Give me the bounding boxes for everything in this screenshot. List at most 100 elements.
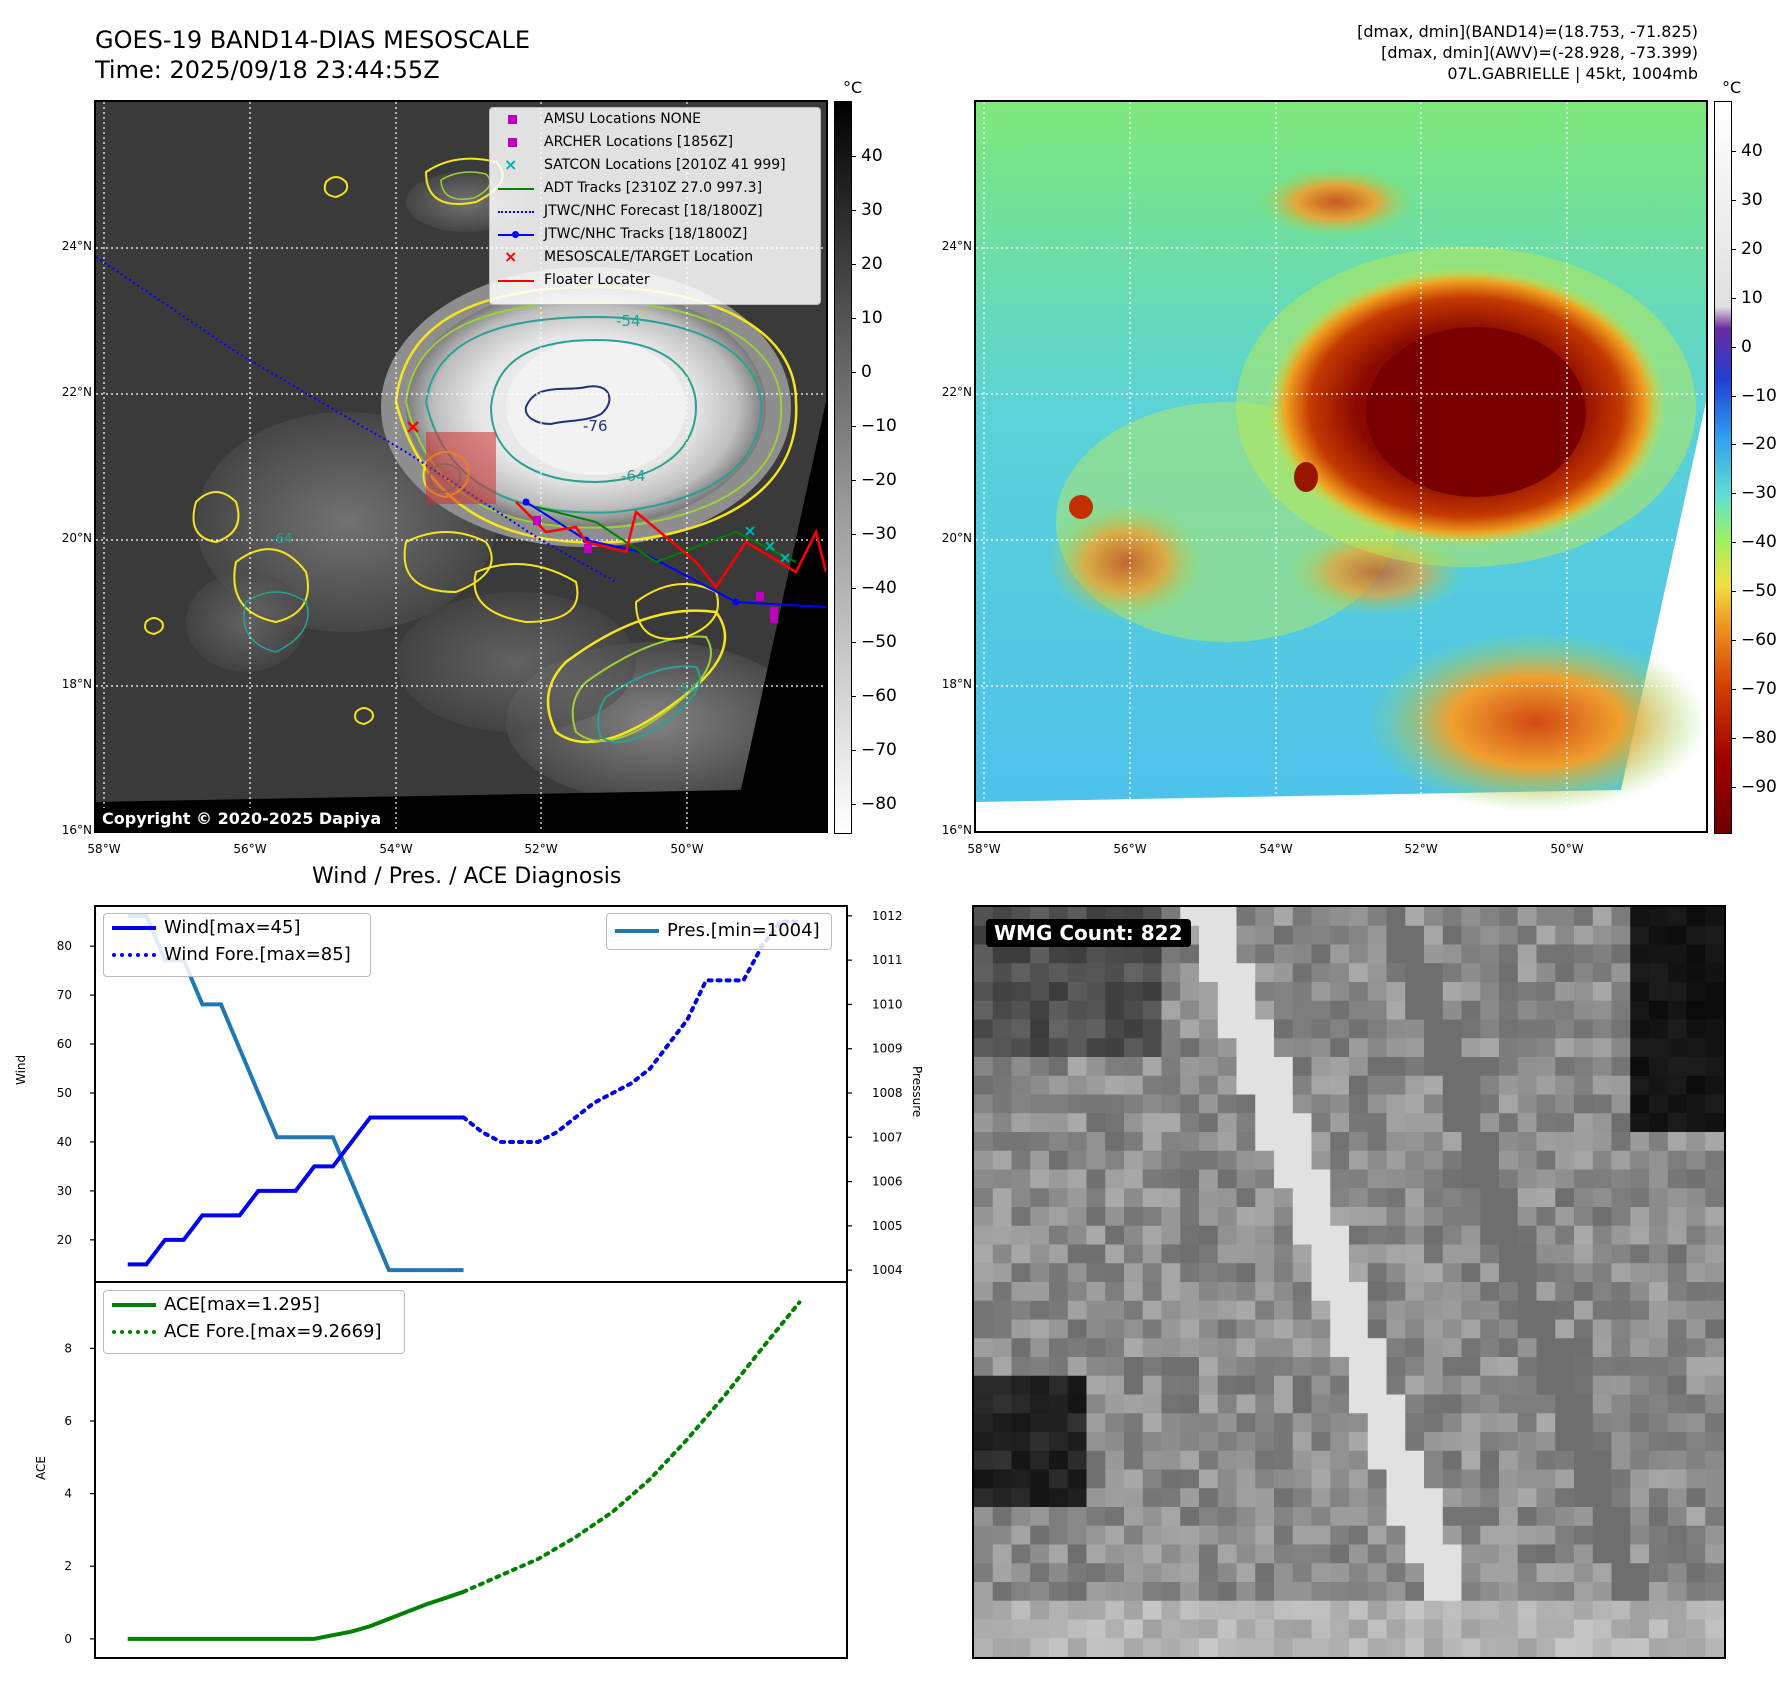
ace-tick-label: 4 <box>64 1487 72 1501</box>
colorbar-tick-label: −20 <box>861 470 897 490</box>
legend-swatch <box>508 115 517 124</box>
ace-axis-label: ACE <box>34 1456 48 1480</box>
lon-tick-label: 56°W <box>1113 842 1147 856</box>
color-ir-map-imagery <box>976 102 1706 831</box>
colorbar-tick-label: −80 <box>1741 727 1777 748</box>
lat-tick-label: 22°N <box>941 385 972 399</box>
colorbar-tick <box>1731 395 1736 397</box>
colorbar-tick <box>851 534 856 535</box>
colorbar-tick <box>851 264 856 265</box>
colorbar-tick-label: −70 <box>1741 678 1777 699</box>
colorbar-tick-label: −40 <box>1741 532 1777 553</box>
page-title: GOES-19 BAND14-DIAS MESOSCALE <box>95 26 531 54</box>
contour-label: -76 <box>583 417 608 435</box>
colorbar-tick-label: −20 <box>1741 434 1777 455</box>
lon-tick-label: 52°W <box>524 842 558 856</box>
lon-tick-label: 58°W <box>967 842 1001 856</box>
wind-tick-label: 30 <box>57 1184 72 1198</box>
colorbar-tick <box>851 318 856 319</box>
colorbar-tick-label: 10 <box>1741 287 1763 308</box>
colorbar-tick <box>851 372 856 373</box>
colorbar-tick <box>851 750 856 751</box>
color-ir-map-panel <box>974 100 1708 833</box>
colorbar-tick-label: −50 <box>1741 581 1777 602</box>
colorbar-tick <box>851 642 856 643</box>
legend-label: JTWC/NHC Tracks [18/1800Z] <box>544 226 748 242</box>
colorbar-tick <box>1731 444 1736 446</box>
lon-tick-label: 50°W <box>1550 842 1584 856</box>
legend-swatch <box>498 211 534 213</box>
ace-tick-label: 8 <box>64 1341 72 1355</box>
map-legend-item: JTWC/NHC Tracks [18/1800Z] <box>490 223 820 246</box>
colorbar-tick <box>851 480 856 481</box>
lon-tick-label: 54°W <box>379 842 413 856</box>
colorbar-tick-label: 20 <box>1741 238 1763 259</box>
gray-colorbar-unit: °C <box>843 78 863 97</box>
colorbar-tick <box>1731 688 1736 690</box>
colorbar-tick-label: −60 <box>861 686 897 706</box>
colorbar-tick <box>1731 542 1736 544</box>
ir-map-imagery <box>96 102 826 831</box>
diagnosis-title: Wind / Pres. / ACE Diagnosis <box>312 864 622 889</box>
info-band14: [dmax, dmin](BAND14)=(18.753, -71.825) <box>1357 22 1698 41</box>
pressure-tick-label: 1007 <box>872 1130 903 1144</box>
colorbar-tick <box>851 696 856 697</box>
wind-tick-label: 60 <box>57 1037 72 1051</box>
colorbar-tick-label: 10 <box>861 308 883 328</box>
colorbar-tick <box>851 804 856 805</box>
legend-label: ADT Tracks [2310Z 27.0 997.3] <box>544 180 763 196</box>
colorbar-tick-label: 40 <box>861 146 883 166</box>
lat-tick-label: 20°N <box>61 531 92 545</box>
contour-label: -54 <box>616 312 641 330</box>
lon-tick-label: 50°W <box>670 842 704 856</box>
legend-label: MESOSCALE/TARGET Location <box>544 249 754 265</box>
colorbar-tick <box>1731 591 1736 593</box>
wind-fore-legend-label: Wind Fore.[max=85] <box>164 944 351 965</box>
colorbar-tick <box>1731 199 1736 201</box>
ace-tick-label: 6 <box>64 1414 72 1428</box>
colorbar-tick <box>1731 346 1736 348</box>
colorbar-tick <box>851 426 856 427</box>
pressure-axis-label: Pressure <box>910 1066 924 1118</box>
map-legend-item: ADT Tracks [2310Z 27.0 997.3] <box>490 177 820 200</box>
pressure-tick-label: 1008 <box>872 1086 903 1100</box>
pressure-tick-label: 1005 <box>872 1219 903 1233</box>
wmg-count-badge: WMG Count: 822 <box>986 919 1191 947</box>
ace-panel <box>94 1281 848 1659</box>
colorbar-tick <box>851 588 856 589</box>
colorbar-tick <box>1731 297 1736 299</box>
color-colorbar <box>1714 101 1732 834</box>
legend-label: AMSU Locations NONE <box>544 111 702 127</box>
color-colorbar-unit: °C <box>1722 78 1742 97</box>
wind-tick-label: 50 <box>57 1086 72 1100</box>
lat-tick-label: 18°N <box>61 677 92 691</box>
legend-swatch: × <box>504 155 518 174</box>
contour-label: -64 <box>271 532 293 547</box>
colorbar-tick-label: −70 <box>861 740 897 760</box>
legend-label: Floater Locater <box>544 272 650 288</box>
ir-map-panel: -54 -64 -76 -54 -64 Copyright © 2020-202… <box>94 100 828 833</box>
colorbar-tick-label: −10 <box>861 416 897 436</box>
lon-tick-label: 52°W <box>1404 842 1438 856</box>
legend-swatch <box>498 188 534 190</box>
ace-legend-label: ACE[max=1.295] <box>164 1294 320 1315</box>
legend-swatch <box>508 138 517 147</box>
legend-label: SATCON Locations [2010Z 41 999] <box>544 157 786 173</box>
lat-tick-label: 16°N <box>941 823 972 837</box>
legend-swatch: × <box>504 247 518 266</box>
colorbar-tick-label: 0 <box>1741 336 1752 357</box>
map-legend-item: JTWC/NHC Forecast [18/1800Z] <box>490 200 820 223</box>
contour-label: -54 <box>676 682 698 697</box>
map-legend-item: ARCHER Locations [1856Z] <box>490 131 820 154</box>
colorbar-tick-label: −90 <box>1741 776 1777 797</box>
ace-fore-legend-label: ACE Fore.[max=9.2669] <box>164 1321 382 1342</box>
legend-swatch <box>498 231 534 238</box>
map-legend: AMSU Locations NONE ARCHER Locations [185… <box>489 107 821 305</box>
colorbar-tick-label: −40 <box>861 578 897 598</box>
colorbar-tick <box>1731 493 1736 495</box>
wind-axis-label: Wind <box>14 1054 28 1085</box>
map-legend-item: × SATCON Locations [2010Z 41 999] <box>490 154 820 177</box>
lon-tick-label: 56°W <box>233 842 267 856</box>
pressure-tick-label: 1006 <box>872 1175 903 1189</box>
lat-tick-label: 24°N <box>941 239 972 253</box>
